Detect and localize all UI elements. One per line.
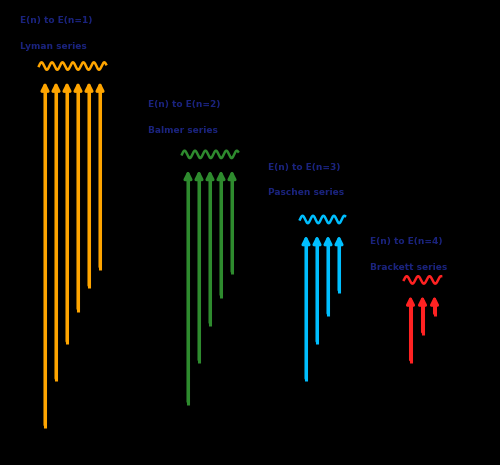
Text: Paschen series: Paschen series (268, 188, 344, 197)
Text: E(n) to E(n=1): E(n) to E(n=1) (20, 16, 92, 25)
Text: E(n) to E(n=4): E(n) to E(n=4) (370, 237, 442, 246)
Text: Brackett series: Brackett series (370, 263, 448, 272)
Text: E(n) to E(n=2): E(n) to E(n=2) (148, 100, 220, 109)
Text: Lyman series: Lyman series (20, 42, 87, 51)
Text: E(n) to E(n=3): E(n) to E(n=3) (268, 163, 340, 172)
Text: Balmer series: Balmer series (148, 126, 218, 134)
